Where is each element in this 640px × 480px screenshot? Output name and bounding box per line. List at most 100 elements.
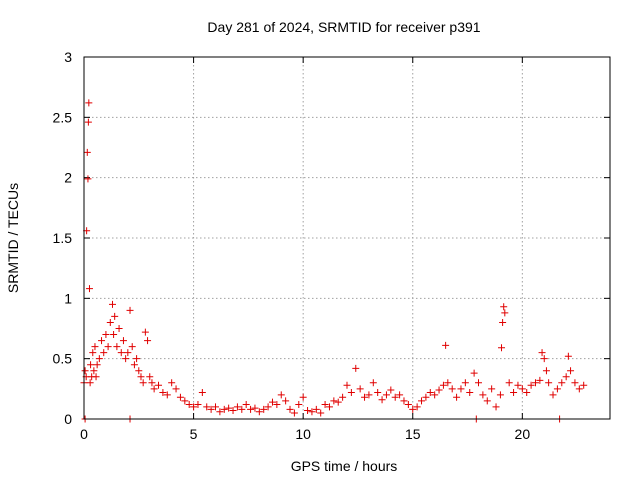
data-point (510, 389, 517, 396)
data-point (85, 99, 92, 106)
data-point (543, 367, 550, 374)
data-point (523, 389, 530, 396)
data-point (282, 397, 289, 404)
data-point (462, 379, 469, 386)
data-point (111, 313, 118, 320)
data-point (422, 394, 429, 401)
data-point (442, 342, 449, 349)
data-point (545, 379, 552, 386)
data-point (317, 409, 324, 416)
data-point (199, 389, 206, 396)
data-point (124, 349, 131, 356)
data-point (133, 355, 140, 362)
data-point (576, 385, 583, 392)
data-point (370, 379, 377, 386)
data-point (436, 387, 443, 394)
data-point (374, 389, 381, 396)
data-point (120, 337, 127, 344)
data-point (118, 349, 125, 356)
y-tick-label: 2.5 (53, 109, 73, 125)
data-point (500, 303, 507, 310)
data-point (251, 405, 258, 412)
data-point (563, 373, 570, 380)
data-point (514, 382, 521, 389)
data-point (471, 370, 478, 377)
data-point (110, 331, 117, 338)
data-point (571, 379, 578, 386)
data-point (122, 355, 129, 362)
y-tick-label: 2 (64, 170, 72, 186)
data-point (173, 385, 180, 392)
data-point (85, 119, 92, 126)
data-point (137, 373, 144, 380)
data-point (243, 401, 250, 408)
x-tick-label: 15 (405, 426, 421, 442)
data-point (453, 394, 460, 401)
data-point (558, 379, 565, 386)
data-point (554, 385, 561, 392)
data-point (144, 337, 151, 344)
data-point (87, 379, 94, 386)
axis-ticks: 0 5 10 15 20 0 0.5 1 1.5 2 2.5 3 (53, 49, 610, 442)
x-tick-label: 20 (515, 426, 531, 442)
data-point (479, 391, 486, 398)
data-point (96, 355, 103, 362)
data-point (84, 175, 91, 182)
data-point (94, 361, 101, 368)
data-point (91, 343, 98, 350)
y-tick-label: 0.5 (53, 351, 73, 367)
data-point (140, 379, 147, 386)
y-tick-label: 1 (64, 290, 72, 306)
data-point (387, 387, 394, 394)
x-tick-label: 10 (295, 426, 311, 442)
data-point (102, 331, 109, 338)
data-point (86, 285, 93, 292)
data-point (177, 394, 184, 401)
data-point (287, 406, 294, 413)
data-point (278, 391, 285, 398)
data-point (93, 373, 100, 380)
data-point (129, 343, 136, 350)
data-point (142, 329, 149, 336)
data-point (498, 344, 505, 351)
data-point (98, 337, 105, 344)
data-point (135, 367, 142, 374)
data-point (291, 409, 298, 416)
data-point (580, 382, 587, 389)
data-points (81, 99, 588, 422)
y-tick-label: 1.5 (53, 230, 73, 246)
y-tick-label: 3 (64, 49, 72, 65)
x-tick-label: 5 (190, 426, 198, 442)
data-point (82, 367, 89, 374)
data-point (330, 397, 337, 404)
y-tick-label: 0 (64, 411, 72, 427)
gridlines (84, 57, 610, 419)
data-point (506, 379, 513, 386)
data-point (379, 396, 386, 403)
x-axis-label: GPS time / hours (291, 458, 398, 474)
data-point (89, 349, 96, 356)
data-point (466, 389, 473, 396)
data-point (146, 373, 153, 380)
data-point (405, 401, 412, 408)
plot-frame (84, 57, 610, 419)
data-point (519, 385, 526, 392)
data-point (400, 397, 407, 404)
data-point (457, 385, 464, 392)
data-point (105, 343, 112, 350)
y-axis-label: SRMTID / TECUs (5, 183, 21, 293)
data-point (131, 361, 138, 368)
data-point (488, 385, 495, 392)
data-point (151, 385, 158, 392)
data-point (348, 389, 355, 396)
data-point (501, 309, 508, 316)
data-point (539, 349, 546, 356)
data-point (550, 391, 557, 398)
data-point (295, 401, 302, 408)
data-point (499, 319, 506, 326)
data-point (113, 343, 120, 350)
data-point (116, 325, 123, 332)
data-point (100, 349, 107, 356)
data-point (383, 391, 390, 398)
data-point (335, 399, 342, 406)
